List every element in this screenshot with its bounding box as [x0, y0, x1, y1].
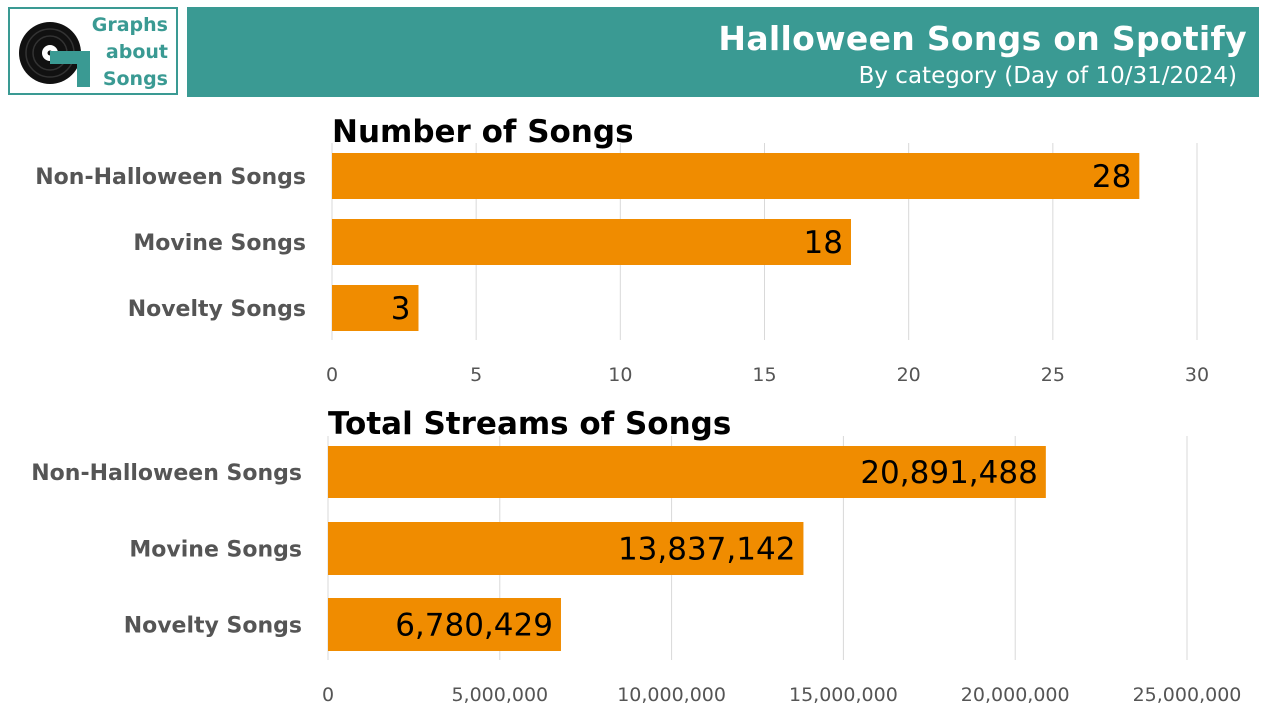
x-tick-label: 5: [470, 364, 482, 386]
bar: [332, 285, 419, 331]
x-tick-label: 5,000,000: [451, 684, 548, 706]
page-subtitle: By category (Day of 10/31/2024): [858, 63, 1237, 89]
bar: [332, 153, 1140, 199]
logo-line: about: [105, 41, 168, 63]
data-label: 3: [391, 291, 411, 327]
x-tick-label: 0: [322, 684, 334, 706]
data-label: 28: [1092, 159, 1131, 195]
logo-line: Graphs: [91, 14, 168, 36]
vinyl-record-icon: [19, 22, 90, 87]
x-tick-label: 10,000,000: [617, 684, 726, 706]
bar: [328, 446, 1046, 498]
x-tick-label: 15,000,000: [789, 684, 898, 706]
logo: Graphs about Songs: [8, 7, 178, 95]
bar: [328, 522, 804, 575]
category-label: Movine Songs: [133, 231, 306, 256]
bar: [328, 598, 561, 651]
category-label: Movine Songs: [129, 538, 302, 563]
logo-text: Graphs about Songs: [92, 12, 168, 93]
header-bar: Halloween Songs on Spotify By category (…: [187, 7, 1259, 97]
category-label: Non-Halloween Songs: [31, 461, 302, 486]
data-label: 18: [804, 225, 843, 261]
chart-title: Number of Songs: [332, 114, 634, 150]
x-tick-label: 25: [1041, 364, 1065, 386]
bar: [332, 219, 851, 265]
category-label: Novelty Songs: [128, 297, 306, 322]
data-label: 6,780,429: [395, 608, 553, 644]
data-label: 20,891,488: [860, 455, 1038, 491]
chart-title: Total Streams of Songs: [328, 406, 731, 442]
logo-line: Songs: [102, 68, 168, 90]
x-tick-label: 20,000,000: [961, 684, 1070, 706]
x-tick-label: 30: [1185, 364, 1209, 386]
x-tick-label: 0: [326, 364, 338, 386]
page-title: Halloween Songs on Spotify: [718, 19, 1247, 58]
x-tick-label: 20: [897, 364, 921, 386]
x-tick-label: 25,000,000: [1133, 684, 1242, 706]
x-tick-label: 15: [752, 364, 776, 386]
x-tick-label: 10: [608, 364, 632, 386]
category-label: Non-Halloween Songs: [35, 165, 306, 190]
data-label: 13,837,142: [618, 532, 796, 568]
category-label: Novelty Songs: [124, 614, 302, 639]
